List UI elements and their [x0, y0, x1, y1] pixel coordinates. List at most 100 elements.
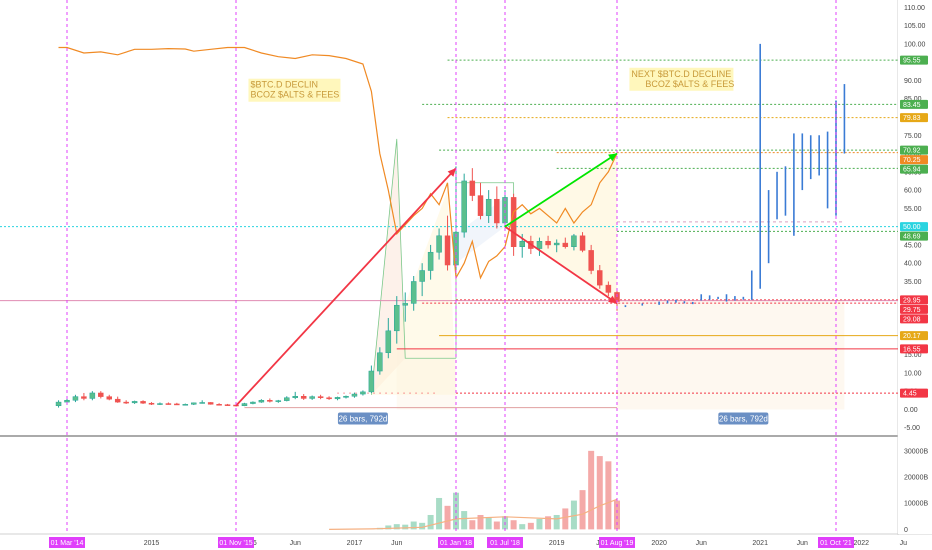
date-marker-tag: [599, 537, 635, 548]
price-tag: [900, 222, 928, 232]
candle-body: [494, 198, 500, 224]
candle-body: [182, 404, 189, 406]
price-tag: [900, 331, 928, 341]
price-tag: [900, 295, 928, 305]
candle-body: [114, 398, 121, 403]
candle-body: [216, 404, 222, 406]
candle-body: [477, 195, 484, 216]
price-tick-label: 35.00: [904, 279, 922, 286]
price-tag: [900, 388, 928, 398]
time-tick-label: Ju: [900, 540, 908, 547]
candle-body: [275, 400, 282, 402]
price-tag-label: 48.69: [903, 234, 921, 241]
annotation-text: $BTC.D DECLIN: [250, 80, 318, 90]
price-tag-label: 70.92: [903, 148, 921, 155]
annotation-text: BCOZ $ALTS & FEES: [250, 90, 339, 100]
price-tag-label: 95.55: [903, 58, 921, 65]
candle-body: [250, 401, 256, 404]
projection-zone: [617, 300, 845, 410]
date-marker-label: 01 Nov '15: [219, 540, 252, 547]
price-tick-label: 15.00: [904, 352, 922, 359]
volume-bar: [461, 511, 468, 530]
price-tag: [900, 55, 928, 65]
price-tick-label: 0.00: [904, 407, 918, 414]
price-tag-label: 16.55: [903, 346, 921, 353]
date-marker-tag: [438, 537, 474, 548]
volume-bar: [545, 516, 552, 530]
candle-body: [284, 397, 290, 401]
time-tick-label: Jun: [391, 540, 402, 547]
candle-body: [199, 402, 205, 404]
date-marker-label: 01 Oct '21: [820, 540, 852, 547]
annotation-text: BCOZ $ALTS & FEES: [645, 79, 734, 89]
volume-bar: [436, 497, 443, 530]
time-axis[interactable]: 201516Jun2017Jun2019Ju2020Jun2021Jun2022…: [0, 535, 932, 550]
trend-arrow-line: [235, 167, 457, 407]
candle-body: [469, 180, 476, 196]
time-tick-label: 2017: [347, 540, 363, 547]
candle-body: [258, 400, 265, 403]
volume-bar: [385, 525, 392, 530]
candle-body: [157, 403, 163, 405]
candle-body: [317, 396, 324, 398]
annotation-box: [248, 78, 341, 102]
candle-body: [410, 281, 417, 304]
volume-bar: [596, 456, 603, 530]
candle-body: [343, 396, 349, 398]
candle-body: [148, 402, 155, 405]
trend-arrow-head: [608, 153, 617, 162]
price-tag-label: 29.95: [903, 297, 921, 304]
candle-body: [300, 396, 307, 399]
candle-body: [123, 401, 129, 404]
price-tick-label: 45.00: [904, 242, 922, 249]
price-tick-label: 40.00: [904, 261, 922, 268]
trend-arrow-line: [504, 225, 618, 305]
candle-body: [55, 401, 62, 407]
candle-body: [72, 396, 79, 401]
price-tag: [900, 113, 928, 123]
horizontal-levels-layer: [0, 59, 898, 409]
volume-bar: [410, 521, 417, 530]
price-tag-label: 83.45: [903, 102, 921, 109]
volume-tick-label: 20000B: [904, 475, 928, 482]
candle-body: [419, 270, 425, 282]
price-tick-label: 90.00: [904, 78, 922, 85]
candle-body: [394, 304, 400, 332]
price-axis[interactable]: -5.000.005.0010.0015.0020.0025.0030.0035…: [898, 0, 932, 534]
candle-body: [224, 404, 231, 406]
vertical-markers-layer: [66, 0, 837, 534]
candle-body: [461, 180, 467, 233]
price-tag-label: 65.94: [903, 167, 921, 174]
volume-bar: [444, 505, 451, 530]
volume-bar: [485, 517, 492, 530]
annotation-text: NEXT $BTC.D DECLINE: [631, 69, 731, 79]
trend-arrow-head: [608, 295, 617, 304]
price-tag: [900, 164, 928, 174]
projection-layer: [624, 43, 846, 308]
candle-body: [485, 198, 492, 216]
time-tick-label: 2019: [549, 540, 565, 547]
date-marker-tag: [487, 537, 523, 548]
candle-body: [81, 396, 87, 399]
volume-tick-label: 30000B: [904, 448, 928, 455]
time-tick-label: Jun: [696, 540, 707, 547]
candle-body: [292, 396, 298, 398]
candle-body: [519, 241, 525, 247]
candle-body: [131, 401, 138, 404]
candle-body: [536, 241, 543, 249]
time-tick-label: 2021: [752, 540, 768, 547]
time-tick-label: 2022: [853, 540, 869, 547]
volume-bar: [579, 490, 586, 530]
candle-body: [89, 392, 96, 399]
candle-body: [444, 235, 451, 266]
volume-tick-label: 10000B: [904, 501, 928, 508]
volume-bar: [519, 524, 526, 530]
candle-body: [98, 392, 104, 397]
volume-bar: [427, 514, 434, 530]
time-tick-label: 2020: [651, 540, 667, 547]
price-tick-label: 60.00: [904, 188, 922, 195]
candle-body: [571, 235, 577, 247]
volume-bar: [553, 514, 560, 530]
